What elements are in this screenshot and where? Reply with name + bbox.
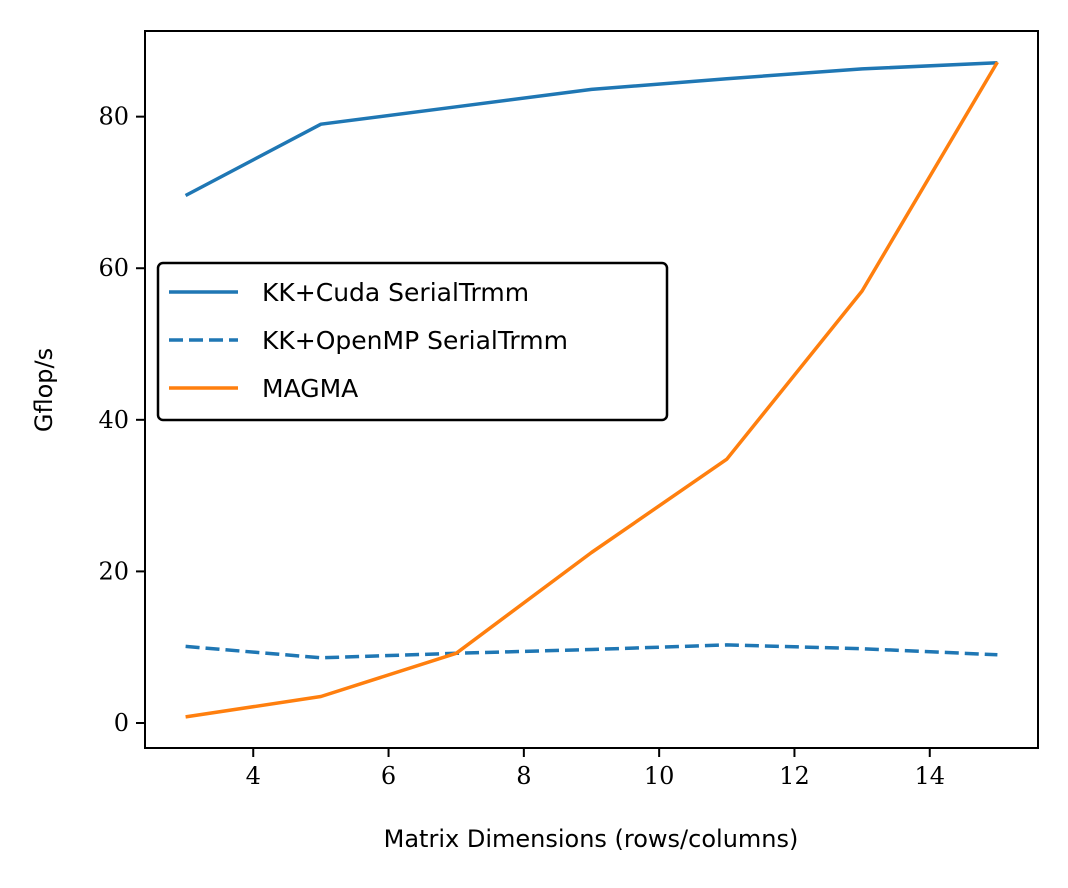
- x-tick-label: 8: [516, 762, 531, 790]
- x-tick-label: 10: [644, 762, 675, 790]
- series-line-1: [185, 643, 998, 660]
- x-tick-label: 12: [779, 762, 810, 790]
- y-axis-label: Gflop/s: [30, 348, 58, 432]
- series-line-0: [184, 61, 998, 198]
- x-tick-label: 4: [246, 762, 261, 790]
- y-tick-label: 20: [98, 557, 129, 585]
- x-axis: 4 6 8 10 12 14: [246, 748, 945, 790]
- x-tick-label: 14: [914, 762, 945, 790]
- x-tick-label: 6: [381, 762, 396, 790]
- series-line-2: [185, 61, 999, 719]
- legend-box: [156, 261, 669, 422]
- legend-label-0: KK+Cuda SerialTrmm: [262, 278, 529, 307]
- axes-frame: [144, 30, 1039, 749]
- legend-label-2: MAGMA: [262, 374, 358, 403]
- series-layer: [184, 61, 999, 719]
- legend-label-1: KK+OpenMP SerialTrmm: [262, 326, 568, 355]
- y-tick-label: 0: [114, 709, 129, 737]
- legend: KK+Cuda SerialTrmm KK+OpenMP SerialTrmm MA…: [156, 261, 669, 422]
- y-tick-label: 80: [98, 103, 129, 131]
- y-tick-label: 60: [98, 254, 129, 282]
- x-axis-label: Matrix Dimensions (rows/columns): [384, 825, 799, 853]
- y-axis: 0 20 40 60 80: [98, 103, 145, 737]
- y-tick-label: 40: [98, 406, 129, 434]
